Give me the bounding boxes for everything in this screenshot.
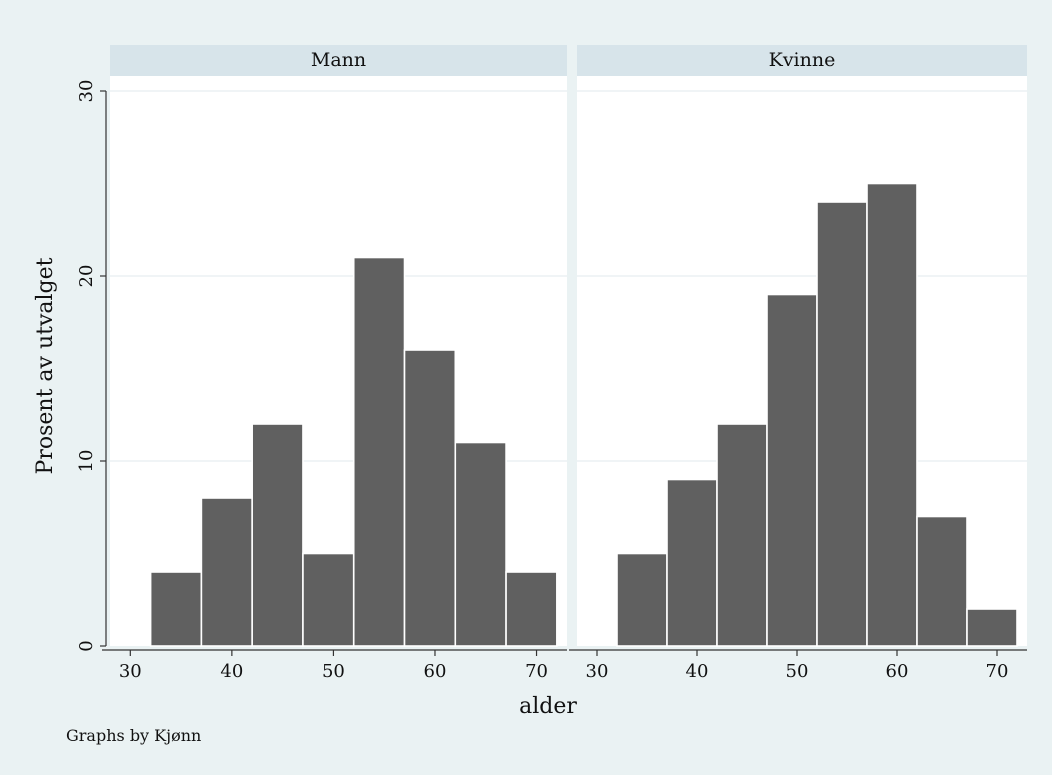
bar [403, 349, 457, 647]
panel-header [577, 45, 1027, 76]
bar [666, 478, 718, 647]
bar [866, 182, 918, 647]
y-tick-label: 10 [76, 450, 97, 473]
x-axis-title: alder [519, 694, 577, 719]
bar [766, 293, 818, 647]
bar [616, 552, 668, 647]
x-tick-label: 40 [686, 661, 709, 682]
x-tick-label: 40 [220, 661, 243, 682]
y-tick-label: 30 [76, 80, 97, 103]
x-tick-label: 70 [986, 661, 1009, 682]
bar [454, 441, 507, 647]
y-tick-label: 0 [76, 640, 97, 651]
panel-title: Mann [311, 49, 366, 71]
y-tick-label: 20 [76, 265, 97, 288]
bar [966, 608, 1018, 647]
x-tick-label: 50 [786, 661, 809, 682]
bar [816, 201, 868, 647]
x-tick-label: 60 [424, 661, 447, 682]
panel-title: Kvinne [769, 49, 836, 71]
bar [505, 571, 558, 647]
x-tick-label: 70 [525, 661, 548, 682]
panel-mann: Mann [110, 45, 567, 647]
bar [251, 423, 304, 647]
x-tick-label: 50 [322, 661, 345, 682]
bar [149, 571, 203, 647]
panel-header [110, 45, 567, 76]
y-axis: 0 10 20 30 [76, 80, 107, 652]
bar [352, 256, 406, 647]
bar [916, 515, 968, 647]
bar [302, 552, 355, 647]
bar [716, 423, 768, 647]
panel-kvinne: Kvinne [577, 45, 1027, 647]
x-axis-kvinne: 30 40 50 60 70 [569, 649, 1027, 682]
bar [200, 497, 253, 647]
x-tick-label: 60 [886, 661, 909, 682]
x-tick-label: 30 [119, 661, 142, 682]
x-tick-label: 30 [586, 661, 609, 682]
chart-note: Graphs by Kjønn [66, 726, 201, 745]
y-axis-title: Prosent av utvalget [33, 257, 58, 474]
x-axis-mann: 30 40 50 60 70 [102, 649, 567, 682]
